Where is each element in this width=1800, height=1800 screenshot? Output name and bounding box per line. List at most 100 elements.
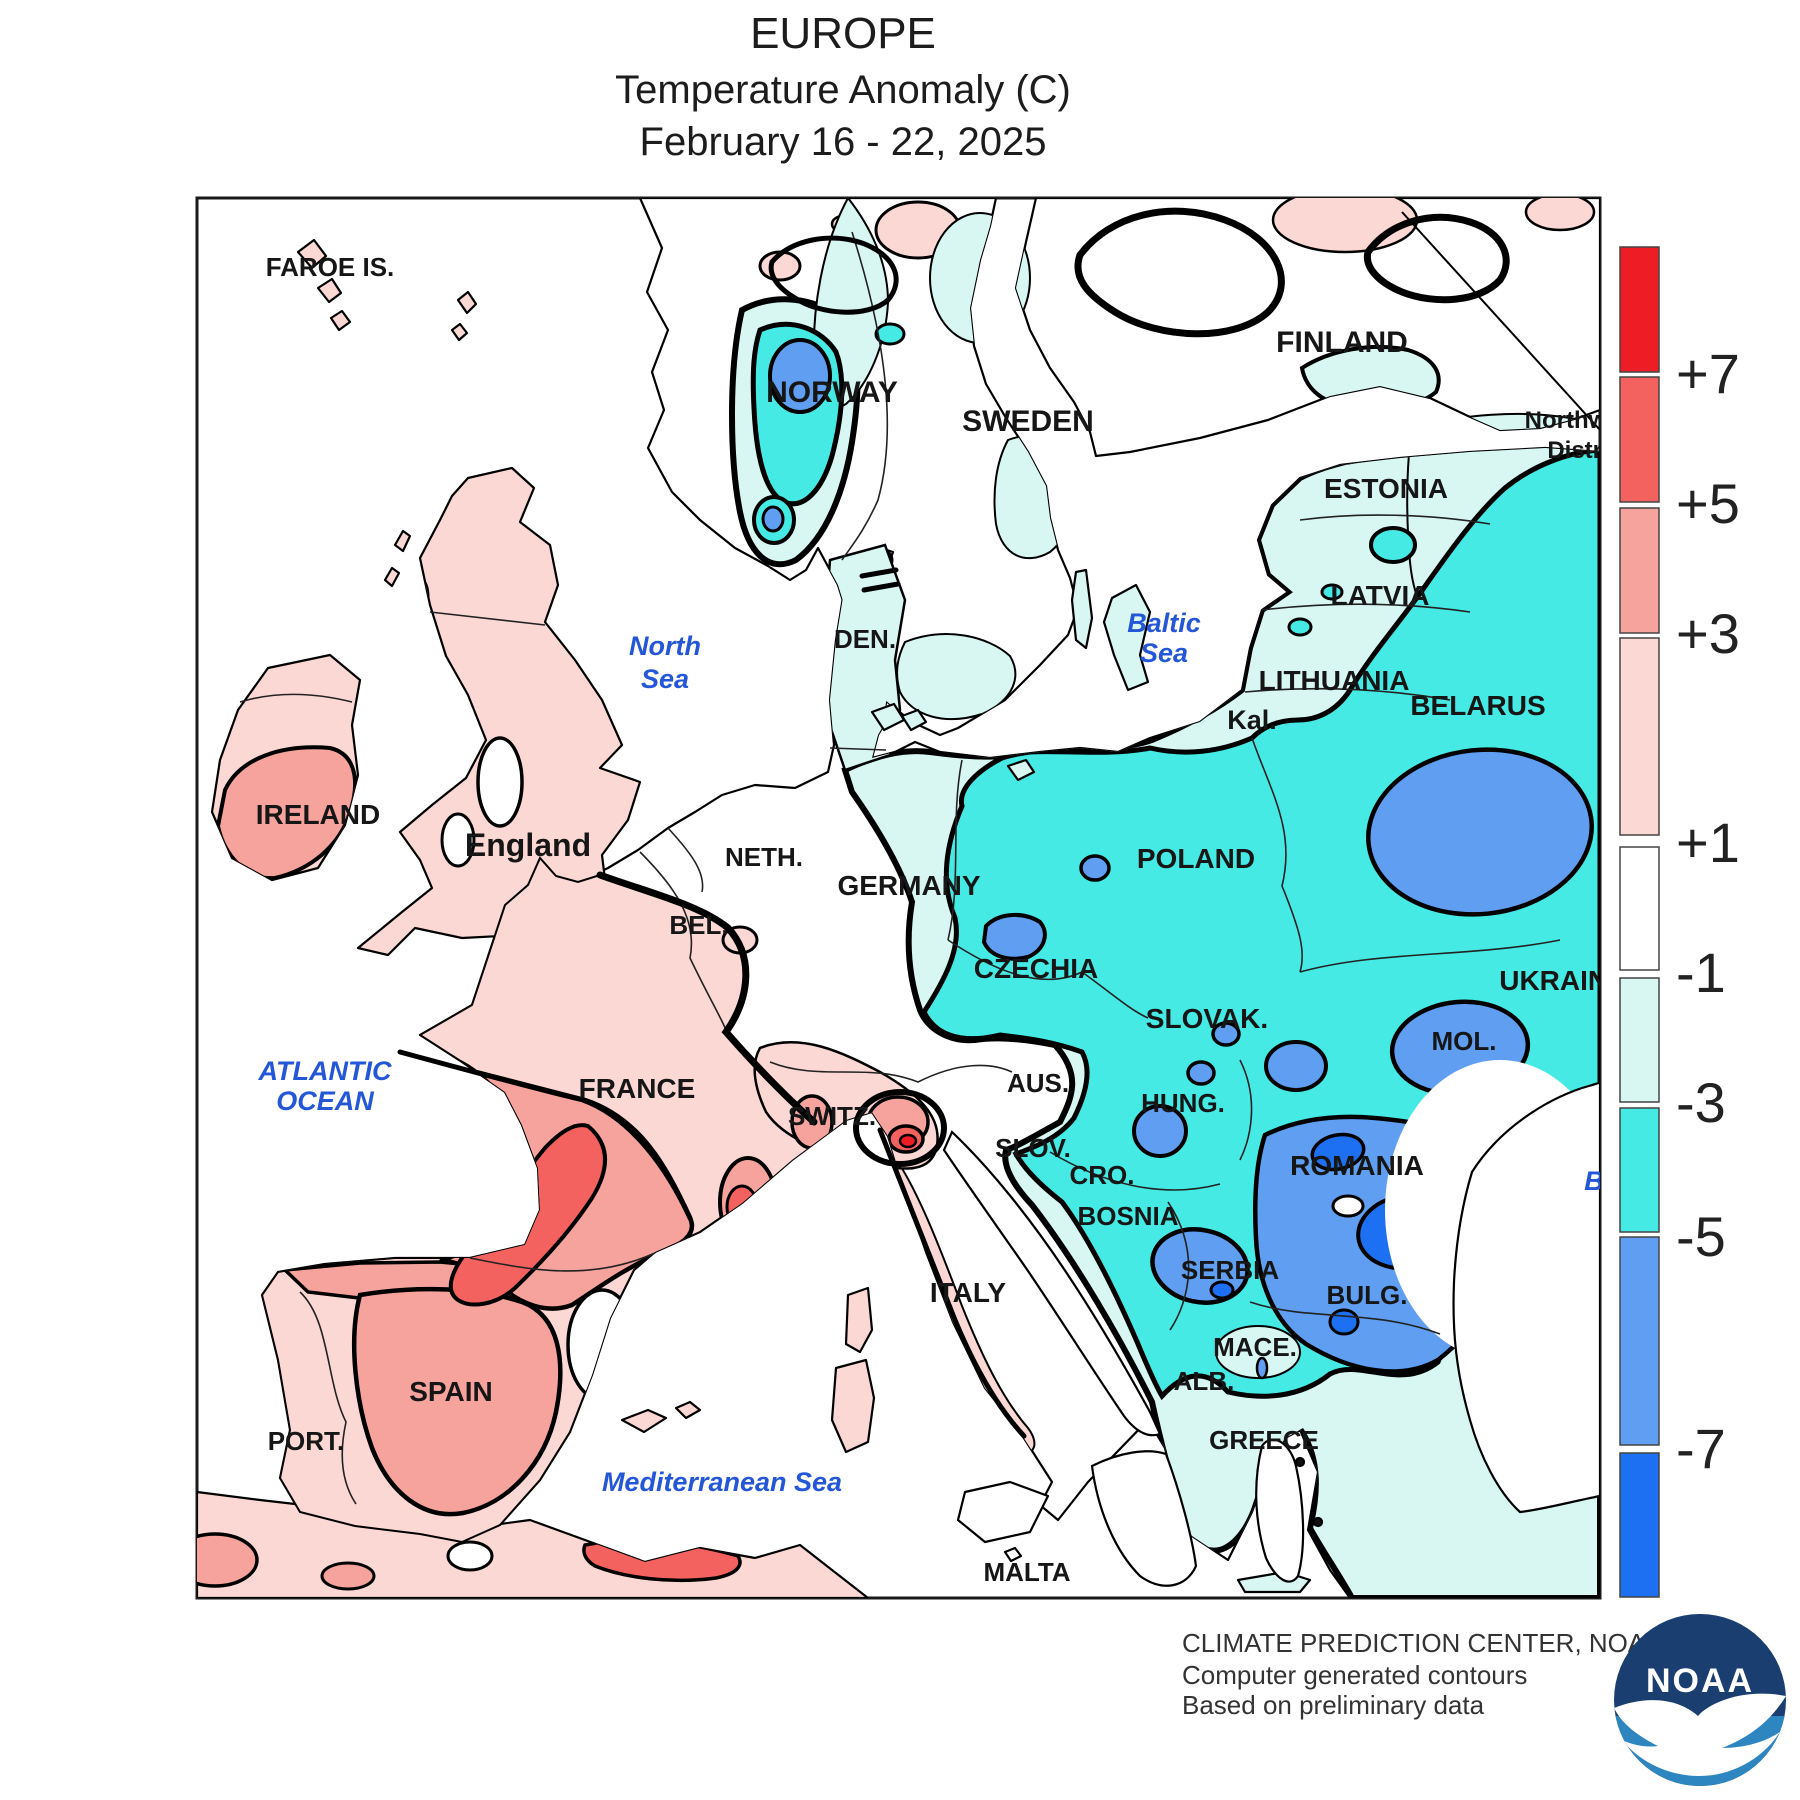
- legend-value-+3: +3: [1676, 602, 1740, 665]
- legend-value--3: -3: [1676, 1071, 1726, 1134]
- country-label-slov-: SLOV.: [995, 1133, 1071, 1163]
- island-hebrides-2: [383, 566, 401, 588]
- island-sicily: [956, 1480, 1050, 1544]
- legend-value-+1: +1: [1676, 811, 1740, 874]
- anomaly-darkblue-romania-core: [1310, 1132, 1366, 1172]
- sea-label-sea: Sea: [1140, 638, 1188, 668]
- country-label-belarus: BELARUS: [1410, 690, 1545, 721]
- credit-line-3: Based on preliminary data: [1182, 1690, 1485, 1720]
- border-bulgaria: [1249, 1301, 1441, 1335]
- island-shetland-2: [450, 322, 469, 342]
- anomaly-blue-norway-south: [761, 505, 785, 533]
- island-menorca: [674, 1400, 702, 1420]
- legend-swatch-8: [1619, 1236, 1660, 1446]
- border-benelux: [667, 827, 704, 893]
- neutral-hole-romania-1: [1331, 1194, 1365, 1218]
- anomaly-blue-czechia: [981, 913, 1047, 961]
- anomaly-blue-macedonia-dash: [1255, 1356, 1269, 1380]
- island-hebrides-1: [393, 529, 412, 553]
- country-label-norway: NORWAY: [766, 376, 898, 409]
- region-label-distri: Distri: [1547, 437, 1608, 464]
- country-label-italy: ITALY: [930, 1277, 1007, 1308]
- border-czechia: [947, 939, 1149, 1019]
- country-label-romania: ROMANIA: [1290, 1150, 1424, 1181]
- sea-adriatic: [942, 1130, 1162, 1437]
- legend-value--5: -5: [1676, 1205, 1726, 1268]
- sea-label-sea: Sea: [641, 664, 689, 694]
- legend-swatch-1: [1619, 246, 1660, 373]
- anomaly-blue-norway-core: [768, 338, 832, 414]
- anomaly-pink-northeast-2: [1524, 198, 1596, 232]
- country-label-ukraine: UKRAINE: [1499, 965, 1627, 996]
- legend-value-+7: +7: [1676, 342, 1740, 405]
- sea-label-baltic: Baltic: [1127, 608, 1201, 638]
- sea-aegean: [1255, 1438, 1305, 1583]
- country-label-poland: POLAND: [1137, 843, 1255, 874]
- anomaly-cyan-latvia-spot-2: [1287, 617, 1313, 637]
- noaa-logo-seagull-icon: [1614, 1693, 1786, 1776]
- neutral-hole-pennines: [476, 736, 524, 828]
- credits-block: CLIMATE PREDICTION CENTER, NOAA Computer…: [1182, 1628, 1663, 1720]
- legend-swatch-6: [1619, 977, 1660, 1103]
- anomaly-blue-hungary-1: [1186, 1060, 1216, 1086]
- legend-swatch-7: [1619, 1107, 1660, 1233]
- anomaly-darkblue-serbia-core: [1209, 1280, 1235, 1300]
- country-label-greece: GREECE: [1209, 1425, 1319, 1455]
- anomaly-salmon-morocco: [197, 1532, 259, 1588]
- legend-value-+5: +5: [1676, 472, 1740, 535]
- country-label-france: FRANCE: [579, 1073, 696, 1104]
- island-faroe-1: [296, 238, 328, 270]
- anomaly-lightcyan-macedonia-pocket: [1215, 1325, 1301, 1379]
- contour-alps-ring: [853, 1089, 947, 1167]
- neutral-hole-africa: [446, 1540, 494, 1572]
- legend-value--1: -1: [1676, 941, 1726, 1004]
- region-labels: Northw Distri: [1525, 407, 1608, 464]
- sea-label-atlantic: ATLANTIC: [258, 1056, 392, 1086]
- country-label-spain: SPAIN: [409, 1376, 493, 1407]
- border-alps: [769, 1061, 1013, 1083]
- page-subtitle: Temperature Anomaly (C): [615, 68, 1071, 112]
- credit-line-1: CLIMATE PREDICTION CENTER, NOAA: [1182, 1628, 1663, 1658]
- legend-swatch-2: [1619, 376, 1660, 503]
- border-belarus-ukraine: [1299, 939, 1561, 973]
- legend-values: +7 +5 +3 +1 -1 -3 -5 -7: [1676, 342, 1740, 1480]
- legend-swatch-3: [1619, 507, 1660, 634]
- country-labels: FAROE IS. NORWAY SWEDEN FINLAND ESTONIA LATVI…: [256, 252, 1627, 1587]
- sea-labels: NorthSeaBalticSeaATLANTICOCEANMediterran…: [258, 608, 1604, 1497]
- country-label-slovak-: SLOVAK.: [1146, 1003, 1268, 1034]
- neutral-hole-england: [440, 812, 476, 868]
- legend-swatch-9: [1619, 1452, 1660, 1598]
- country-label-den-: DEN.: [834, 624, 896, 654]
- country-label-malta: MALTA: [983, 1557, 1070, 1587]
- island-malta: [1003, 1546, 1023, 1563]
- country-label-czechia: CZECHIA: [974, 953, 1098, 984]
- sea-ionian: [1090, 1450, 1198, 1587]
- country-label-alb-: ALB.: [1174, 1366, 1235, 1396]
- country-label-estonia: ESTONIA: [1324, 473, 1448, 504]
- anomaly-blue-poland-spot: [1079, 854, 1111, 882]
- title-block: EUROPE Temperature Anomaly (C) February …: [615, 9, 1071, 164]
- anomaly-cyan-latvia-spot-1: [1320, 583, 1344, 601]
- island-sardinia: [830, 1358, 876, 1454]
- border-finland-russia: [1401, 211, 1600, 431]
- country-label-port-: PORT.: [268, 1426, 345, 1456]
- border-poland-east: [1251, 737, 1303, 973]
- country-label-sweden: SWEDEN: [962, 405, 1094, 438]
- country-borders: [239, 231, 1561, 1505]
- border-pyrenees: [469, 1252, 656, 1272]
- contour-plus1-france: [596, 871, 818, 1126]
- country-label-germany: GERMANY: [837, 870, 980, 901]
- country-label-bel-: BEL.: [669, 910, 728, 940]
- border-estonia: [1299, 514, 1491, 525]
- contour-loop-north-1: [1074, 207, 1285, 338]
- legend-colorbar: [1619, 246, 1660, 1598]
- heavy-contours: [397, 207, 1600, 1439]
- border-germany-poland: [947, 759, 963, 941]
- border-portugal-spain: [299, 1291, 357, 1505]
- anomaly-blue-belarus: [1366, 747, 1594, 917]
- sea-label-b: B: [1584, 1166, 1604, 1196]
- country-label-kal-: Kal.: [1227, 705, 1277, 735]
- country-label-bosnia: BOSNIA: [1077, 1201, 1178, 1231]
- contour-loop-north-2: [1363, 213, 1510, 304]
